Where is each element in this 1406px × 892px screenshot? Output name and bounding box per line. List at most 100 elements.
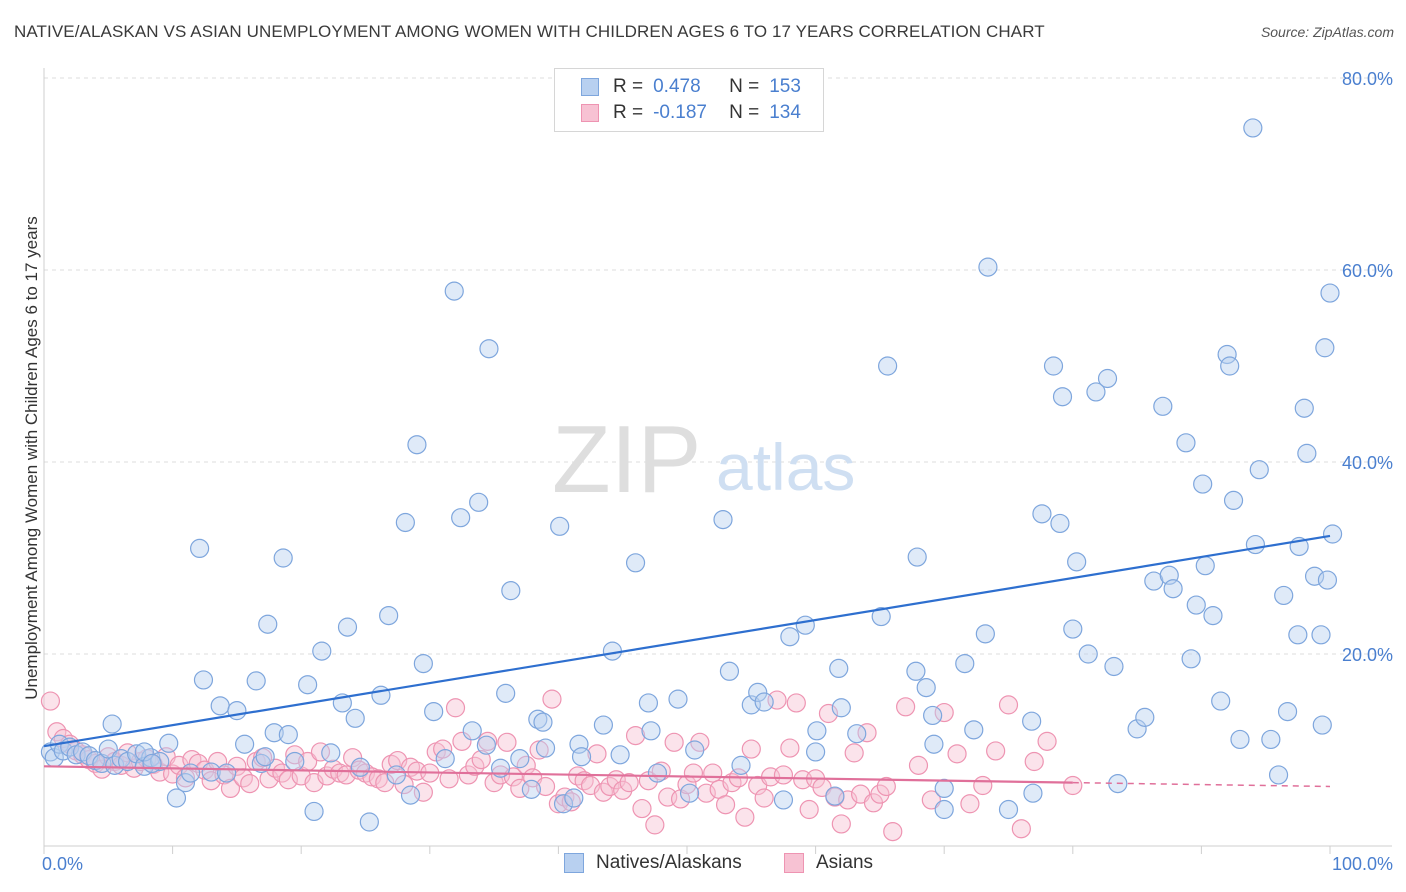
- asians-trendline-extension: [1072, 781, 1331, 788]
- source-label: Source: ZipAtlas.com: [1260, 24, 1394, 40]
- tick-labels: 20.0% 40.0% 60.0% 80.0% 0.0% 100.0%: [42, 69, 1393, 874]
- natives-point: [210, 696, 230, 716]
- natives-point: [1153, 396, 1173, 416]
- natives-point: [955, 653, 975, 674]
- asians-point: [960, 794, 980, 814]
- asians-point: [715, 795, 736, 815]
- natives-point: [528, 709, 548, 729]
- natives-point: [1243, 118, 1263, 138]
- natives-point: [479, 339, 499, 359]
- asians-point: [754, 788, 774, 808]
- natives-point: [923, 705, 943, 726]
- natives-swatch: [581, 78, 599, 96]
- asians-point: [921, 790, 941, 810]
- natives-point: [1181, 649, 1201, 669]
- natives-point: [1317, 570, 1338, 590]
- natives-legend-label: Natives/Alaskans: [596, 852, 742, 873]
- natives-point: [469, 492, 489, 512]
- natives-point: [805, 742, 826, 762]
- natives-point: [424, 701, 444, 722]
- asians-point: [883, 821, 903, 842]
- natives-point: [641, 721, 661, 741]
- asians-point: [439, 769, 459, 789]
- asians-point: [587, 744, 607, 764]
- natives-point: [462, 721, 482, 741]
- natives-point: [1211, 691, 1231, 711]
- legend-item-asians[interactable]: Asians: [784, 852, 873, 874]
- asians-point: [1037, 731, 1057, 751]
- y-axis-title: Unemployment Among Women with Children A…: [22, 216, 41, 700]
- natives-point: [553, 794, 574, 814]
- trendlines: [43, 534, 1331, 788]
- natives-point: [496, 683, 516, 703]
- legend-item-natives[interactable]: Natives/Alaskans: [564, 852, 742, 874]
- natives-point: [150, 751, 170, 772]
- gridlines: [44, 77, 1392, 655]
- asians-point: [973, 775, 993, 796]
- natives-point: [1297, 443, 1317, 463]
- natives-point: [350, 757, 370, 777]
- asians-point: [870, 784, 890, 804]
- natives-point: [1249, 460, 1269, 480]
- asians-point: [1063, 775, 1083, 796]
- asians-point: [645, 815, 665, 835]
- natives-point: [829, 658, 849, 679]
- natives-point: [610, 745, 630, 765]
- asians-point: [683, 763, 704, 783]
- natives-point: [201, 762, 221, 782]
- natives-point: [825, 786, 845, 806]
- natives-point: [780, 627, 800, 647]
- asians-point: [696, 783, 716, 803]
- asians-n-value: 134: [769, 102, 801, 123]
- natives-point: [1086, 382, 1106, 402]
- natives-point: [998, 799, 1019, 820]
- natives-n-value: 153: [769, 76, 801, 97]
- natives-point: [1127, 719, 1147, 739]
- natives-point: [625, 553, 646, 573]
- natives-point: [159, 733, 179, 753]
- natives-point: [1163, 579, 1183, 599]
- natives-legend-swatch: [564, 853, 584, 873]
- asians-point: [542, 689, 562, 709]
- natives-point: [345, 708, 365, 728]
- natives-point: [134, 742, 154, 762]
- natives-point: [193, 670, 214, 690]
- natives-point: [569, 734, 589, 754]
- asians-point: [876, 776, 896, 797]
- asians-point: [998, 695, 1019, 715]
- natives-point: [359, 812, 379, 832]
- asians-point: [986, 741, 1006, 761]
- asians-point: [1024, 751, 1044, 772]
- natives-point: [564, 788, 584, 808]
- natives-point: [285, 751, 305, 772]
- natives-point: [1203, 605, 1223, 626]
- asians-point: [375, 773, 395, 793]
- natives-point: [1195, 556, 1215, 576]
- asians-point: [452, 731, 472, 751]
- natives-point: [142, 753, 162, 774]
- natives-point: [668, 689, 688, 709]
- natives-point: [713, 509, 733, 530]
- natives-point: [831, 698, 851, 718]
- asians-point: [535, 776, 556, 797]
- natives-point: [435, 749, 455, 769]
- asians-legend-label: Asians: [816, 852, 874, 873]
- natives-point: [1104, 656, 1124, 677]
- natives-point: [444, 281, 464, 301]
- natives-point: [227, 701, 247, 721]
- asians-point: [735, 807, 755, 827]
- n-label: N =: [729, 102, 760, 123]
- natives-point: [1223, 490, 1244, 510]
- natives-point: [1067, 552, 1087, 572]
- asians-point: [664, 732, 684, 752]
- natives-point: [773, 790, 794, 810]
- natives-point: [413, 653, 433, 674]
- asians-point: [343, 748, 363, 768]
- natives-point: [190, 538, 210, 559]
- natives-point: [1220, 356, 1240, 376]
- natives-point: [593, 715, 614, 735]
- natives-point: [217, 763, 237, 783]
- asians-point: [703, 763, 723, 783]
- natives-point: [98, 739, 118, 759]
